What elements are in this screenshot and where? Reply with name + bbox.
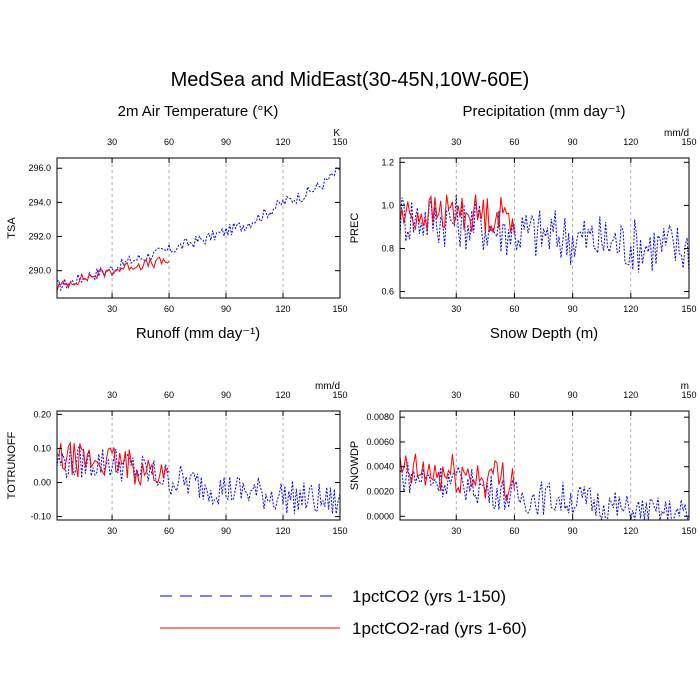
x-tick-label-top: 90	[221, 390, 231, 400]
series-line-b	[56, 441, 170, 486]
x-tick-label-top: 120	[276, 137, 291, 147]
unit-label: mm/d	[664, 128, 689, 139]
x-tick-label-bottom: 120	[623, 526, 638, 536]
y-tick-label: 0.0080	[366, 412, 394, 422]
x-tick-label-top: 120	[623, 390, 638, 400]
y-tick-label: -0.10	[30, 512, 51, 522]
x-tick-label-top: 90	[568, 390, 578, 400]
y-tick-label: 0.0060	[366, 437, 394, 447]
figure-title: MedSea and MidEast(30-45N,10W-60E)	[171, 69, 530, 91]
plot-frame	[56, 157, 341, 299]
y-axis-label: TSA	[6, 217, 18, 239]
chart-title: 2m Air Temperature (°K)	[118, 103, 279, 120]
y-axis-label: TOTRUNOFF	[6, 431, 18, 499]
x-tick-label-bottom: 120	[623, 304, 638, 314]
x-tick-label-top: 60	[164, 390, 174, 400]
x-tick-label-bottom: 90	[221, 526, 231, 536]
x-tick-label-top: 30	[451, 137, 461, 147]
series-line-a	[56, 444, 341, 514]
x-tick-label-top: 90	[568, 137, 578, 147]
unit-label: K	[333, 128, 340, 139]
x-tick-label-top: 30	[451, 390, 461, 400]
unit-label: mm/d	[315, 381, 340, 392]
legend: 1pctCO2 (yrs 1-150) 1pctCO2-rad (yrs 1-6…	[160, 587, 527, 638]
chart-panel: Precipitation (mm day⁻¹) mm/d PREC 0.6 0.8 1.…	[349, 103, 697, 314]
chart-panel: 2m Air Temperature (°K) K TSA 290.0 292.0 294…	[6, 103, 348, 314]
chart-panel: Snow Depth (m) m SNOWDP 0.0000 0.0020 0.0040 0…	[349, 325, 697, 536]
series-line-b	[56, 256, 170, 292]
legend-label-series-b: 1pctCO2-rad (yrs 1-60)	[352, 619, 527, 638]
chart-title: Precipitation (mm day⁻¹)	[463, 103, 626, 120]
x-tick-label-bottom: 30	[107, 526, 117, 536]
x-tick-label-bottom: 30	[107, 304, 117, 314]
y-tick-label: 292.0	[28, 232, 51, 242]
x-tick-label-top: 120	[623, 137, 638, 147]
y-tick-label: 294.0	[28, 197, 51, 207]
x-tick-label-bottom: 60	[164, 304, 174, 314]
unit-label: m	[681, 381, 689, 392]
chart-title: Runoff (mm day⁻¹)	[136, 325, 260, 342]
x-tick-label-top: 150	[332, 390, 347, 400]
series-line-a	[399, 194, 690, 273]
x-tick-label-bottom: 60	[164, 526, 174, 536]
y-tick-label: 1.2	[381, 157, 394, 167]
x-tick-label-bottom: 90	[221, 304, 231, 314]
series-line-b	[399, 194, 515, 235]
y-tick-label: 0.0040	[366, 462, 394, 472]
y-tick-label: 0.00	[33, 478, 51, 488]
x-tick-label-bottom: 120	[276, 526, 291, 536]
x-tick-label-top: 30	[107, 390, 117, 400]
y-axis-label: SNOWDP	[349, 441, 361, 491]
x-tick-label-bottom: 90	[568, 304, 578, 314]
x-tick-label-bottom: 150	[332, 526, 347, 536]
x-tick-label-bottom: 30	[451, 304, 461, 314]
series-line-b	[399, 453, 515, 503]
y-tick-label: 0.0000	[366, 511, 394, 521]
x-tick-label-top: 120	[276, 390, 291, 400]
x-tick-label-top: 30	[107, 137, 117, 147]
x-tick-label-top: 60	[509, 390, 519, 400]
y-tick-label: 0.20	[33, 409, 51, 419]
x-tick-label-top: 150	[681, 137, 696, 147]
y-tick-label: 0.8	[381, 243, 394, 253]
y-tick-label: 0.6	[381, 287, 394, 297]
x-tick-label-bottom: 150	[681, 304, 696, 314]
chart-panels: 2m Air Temperature (°K) K TSA 290.0 292.0 294…	[6, 103, 697, 536]
x-tick-label-bottom: 30	[451, 526, 461, 536]
y-axis-label: PREC	[349, 213, 361, 244]
series-line-a	[399, 462, 690, 521]
plot-frame	[399, 410, 690, 521]
legend-label-series-a: 1pctCO2 (yrs 1-150)	[352, 587, 506, 606]
plot-frame	[56, 410, 341, 521]
x-tick-label-bottom: 150	[681, 526, 696, 536]
y-tick-label: 0.10	[33, 443, 51, 453]
y-tick-label: 296.0	[28, 163, 51, 173]
x-tick-label-top: 150	[332, 137, 347, 147]
x-tick-label-bottom: 150	[332, 304, 347, 314]
plot-frame	[399, 157, 690, 299]
x-tick-label-bottom: 60	[509, 304, 519, 314]
x-tick-label-top: 60	[164, 137, 174, 147]
x-tick-label-top: 150	[681, 390, 696, 400]
series-line-a	[56, 166, 341, 292]
y-tick-label: 290.0	[28, 266, 51, 276]
y-tick-label: 1.0	[381, 200, 394, 210]
x-tick-label-bottom: 120	[276, 304, 291, 314]
y-tick-label: 0.0020	[366, 487, 394, 497]
x-tick-label-bottom: 60	[509, 526, 519, 536]
chart-title: Snow Depth (m)	[490, 325, 598, 342]
x-tick-label-top: 90	[221, 137, 231, 147]
chart-panel: Runoff (mm day⁻¹) mm/d TOTRUNOFF -0.10 0.00 0…	[6, 325, 348, 536]
x-tick-label-bottom: 90	[568, 526, 578, 536]
x-tick-label-top: 60	[509, 137, 519, 147]
